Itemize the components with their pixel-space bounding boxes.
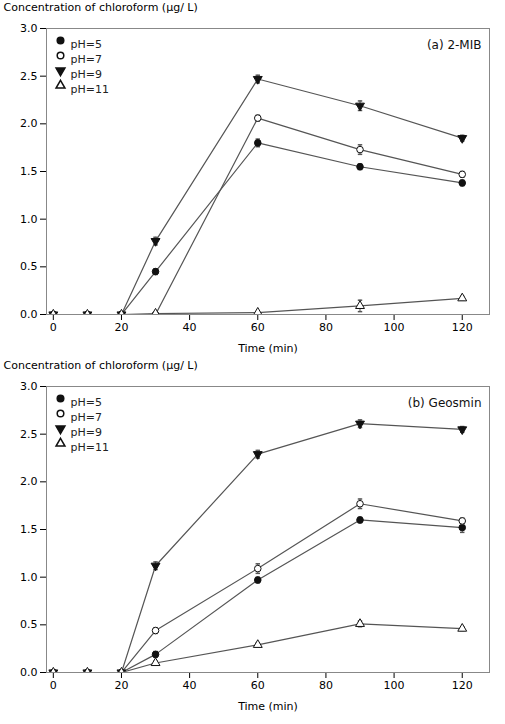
svg-text:3.0: 3.0 (20, 380, 38, 393)
svg-text:100: 100 (384, 679, 405, 692)
svg-text:40: 40 (183, 321, 197, 334)
svg-text:pH=11: pH=11 (71, 83, 109, 96)
svg-text:pH=7: pH=7 (71, 411, 102, 424)
svg-text:3.0: 3.0 (20, 22, 38, 35)
svg-text:pH=11: pH=11 (71, 441, 109, 454)
svg-text:Concentration of chloroform (μ: Concentration of chloroform (μg/ L) (4, 359, 198, 372)
svg-text:Concentration of chloroform (μ: Concentration of chloroform (μg/ L) (4, 1, 198, 14)
svg-text:pH=5: pH=5 (71, 38, 102, 51)
svg-text:1.0: 1.0 (20, 571, 38, 584)
svg-text:1.5: 1.5 (20, 523, 38, 536)
svg-text:pH=5: pH=5 (71, 396, 102, 409)
svg-text:0.5: 0.5 (20, 618, 38, 631)
svg-text:60: 60 (251, 679, 265, 692)
svg-text:pH=9: pH=9 (71, 68, 102, 81)
svg-text:0.0: 0.0 (20, 666, 38, 679)
svg-text:20: 20 (114, 321, 128, 334)
svg-text:(b) Geosmin: (b) Geosmin (408, 396, 482, 410)
svg-text:0.5: 0.5 (20, 260, 38, 273)
svg-text:80: 80 (319, 679, 333, 692)
svg-text:40: 40 (183, 679, 197, 692)
svg-text:2.5: 2.5 (20, 428, 38, 441)
svg-text:1.0: 1.0 (20, 213, 38, 226)
svg-text:2.0: 2.0 (20, 117, 38, 130)
svg-text:100: 100 (384, 321, 405, 334)
svg-text:120: 120 (452, 679, 473, 692)
svg-text:0: 0 (50, 679, 57, 692)
svg-text:0.0: 0.0 (20, 308, 38, 321)
svg-text:(a) 2-MIB: (a) 2-MIB (427, 38, 482, 52)
svg-text:80: 80 (319, 321, 333, 334)
svg-text:pH=9: pH=9 (71, 426, 102, 439)
svg-text:2.0: 2.0 (20, 475, 38, 488)
svg-text:pH=7: pH=7 (71, 53, 102, 66)
svg-text:20: 20 (114, 679, 128, 692)
svg-text:Time (min): Time (min) (237, 700, 298, 713)
svg-text:2.5: 2.5 (20, 70, 38, 83)
svg-text:1.5: 1.5 (20, 165, 38, 178)
svg-text:Time (min): Time (min) (237, 342, 298, 355)
svg-text:120: 120 (452, 321, 473, 334)
svg-text:0: 0 (50, 321, 57, 334)
svg-text:60: 60 (251, 321, 265, 334)
